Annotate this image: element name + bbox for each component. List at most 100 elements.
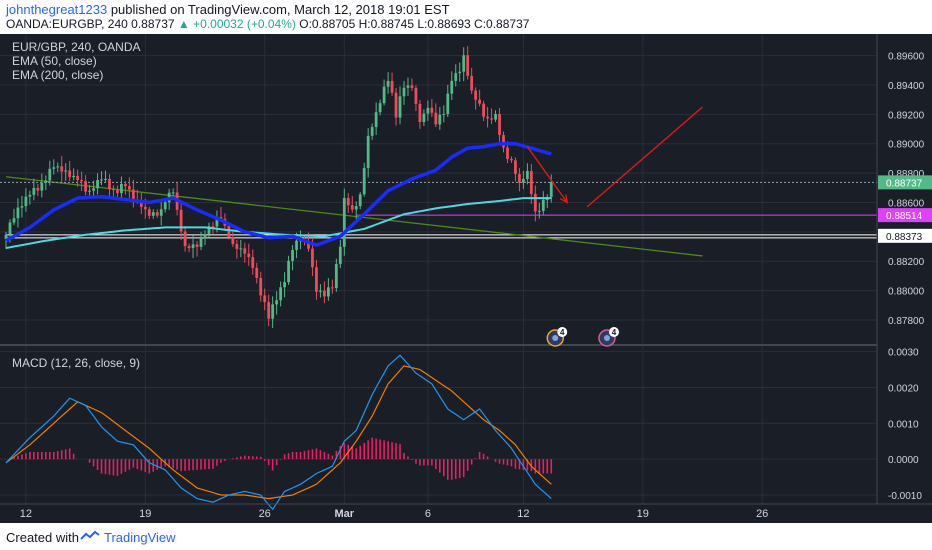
candle-down xyxy=(179,209,183,232)
candle-up xyxy=(291,249,294,261)
price-tick-label: 0.88600 xyxy=(888,198,925,209)
candle-down xyxy=(143,206,147,210)
candle-up xyxy=(28,194,32,197)
author-link[interactable]: johnthegreat1233 xyxy=(6,2,108,17)
candle-up xyxy=(52,167,56,169)
candle-up xyxy=(207,226,211,235)
price-tick-label: 0.89200 xyxy=(888,110,925,121)
candle-up xyxy=(163,202,167,210)
candle-up xyxy=(402,87,406,97)
change-up-icon: ▲ xyxy=(177,17,190,31)
signal-line xyxy=(5,365,552,500)
candle-down xyxy=(76,175,80,181)
candle-down xyxy=(474,90,478,100)
symbol-label: OANDA:EURGBP, 240 xyxy=(6,17,128,31)
candle-up xyxy=(462,55,466,72)
candle-up xyxy=(358,194,362,207)
candle-down xyxy=(108,178,111,190)
candle-down xyxy=(502,134,505,148)
candle-down xyxy=(529,171,533,194)
candle-up xyxy=(56,166,60,168)
candle-up xyxy=(171,192,175,194)
candle-up xyxy=(64,170,68,172)
candle-up xyxy=(494,113,497,120)
resistance-price-tag-bg xyxy=(878,228,932,243)
time-tick-label: 26 xyxy=(259,508,271,520)
tradingview-logo-icon xyxy=(80,530,100,540)
time-tick-label: Mar xyxy=(335,508,355,520)
candle-down xyxy=(84,181,87,192)
legend-ema50: EMA (50, close) xyxy=(12,54,97,68)
candle-down xyxy=(518,174,521,183)
candle-up xyxy=(342,198,346,247)
candle-down xyxy=(147,209,151,216)
event-badge-counter xyxy=(557,327,568,337)
candle-up xyxy=(203,234,207,239)
candle-down xyxy=(394,92,398,118)
macd-line xyxy=(5,354,552,511)
candle-down xyxy=(533,193,537,212)
candle-down xyxy=(263,295,267,303)
candle-down xyxy=(68,170,72,178)
candle-up xyxy=(92,188,95,191)
candle-up xyxy=(100,179,103,181)
candle-up xyxy=(378,103,382,113)
support-price-tag-bg xyxy=(878,208,932,223)
candle-up xyxy=(438,114,442,125)
quote-line: OANDA:EURGBP, 240 0.88737 ▲ +0.00032 (+0… xyxy=(6,17,529,31)
candle-down xyxy=(112,189,115,191)
macd-tick-label: 0.0030 xyxy=(888,348,919,359)
candle-up xyxy=(32,187,36,195)
candle-up xyxy=(334,264,338,289)
candle-up xyxy=(338,246,342,265)
candle-up xyxy=(271,304,275,319)
ema-lines xyxy=(5,141,552,249)
candle-down xyxy=(410,85,414,88)
candle-up xyxy=(48,168,52,181)
candle-down xyxy=(434,112,438,125)
candle-down xyxy=(251,257,255,268)
candle-down xyxy=(315,267,318,292)
candle-down xyxy=(36,187,40,191)
candle-up xyxy=(239,248,243,250)
ema50-line xyxy=(5,141,552,247)
candle-up xyxy=(40,182,44,191)
candle-down xyxy=(231,237,235,245)
candle-up xyxy=(549,181,553,197)
candle-up xyxy=(151,212,155,216)
price-tick-label: 0.88800 xyxy=(888,169,925,180)
candle-up xyxy=(386,80,390,87)
time-tick-label: 12 xyxy=(517,508,529,520)
price-tick-label: 0.89000 xyxy=(888,140,925,151)
candle-up xyxy=(279,287,283,301)
event-badge-flag-icon xyxy=(552,335,559,341)
time-tick-label: 26 xyxy=(756,508,768,520)
publish-line: johnthegreat1233 published on TradingVie… xyxy=(6,2,450,17)
last-price-tag-bg xyxy=(878,175,932,190)
candle-up xyxy=(406,85,410,88)
event-badge-flag-icon xyxy=(604,335,610,341)
candle-down xyxy=(243,248,247,254)
candle-down xyxy=(155,212,159,216)
candle-up xyxy=(382,86,386,104)
candle-up xyxy=(362,168,366,195)
candle-down xyxy=(211,226,215,228)
candle-down xyxy=(227,225,231,238)
candle-down xyxy=(60,166,64,172)
candle-down xyxy=(323,290,326,297)
macd-pane xyxy=(5,354,553,511)
candle-down xyxy=(430,107,434,113)
price-change: +0.00032 (+0.04%) xyxy=(193,17,296,31)
candle-down xyxy=(498,113,501,135)
price-tick-label: 0.87800 xyxy=(888,316,925,327)
ohlc-values: O:0.88705 H:0.88745 L:0.88693 C:0.88737 xyxy=(299,17,530,31)
price-tick-label: 0.89600 xyxy=(888,52,925,63)
price-tick-label: 0.89400 xyxy=(888,81,925,92)
time-tick-label: 19 xyxy=(139,508,151,520)
candle-up xyxy=(120,183,123,194)
tradingview-link[interactable]: TradingView xyxy=(104,530,176,545)
candle-down xyxy=(219,217,223,220)
candle-up xyxy=(422,113,426,122)
candle-down xyxy=(116,190,119,194)
